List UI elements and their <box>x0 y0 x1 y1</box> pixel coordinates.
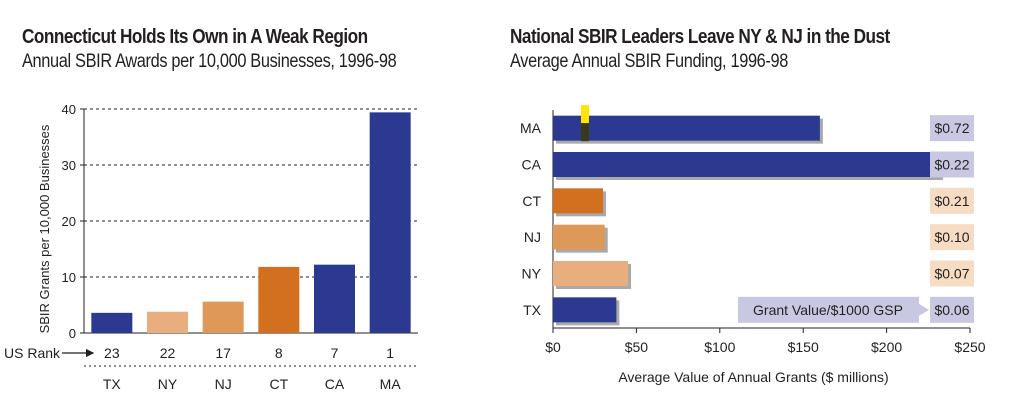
right-bar-ny <box>553 261 629 286</box>
left-bar-ma <box>369 112 411 333</box>
right-chart-title: National SBIR Leaders Leave NY & NJ in t… <box>510 26 890 48</box>
left-bar-ca <box>314 264 355 333</box>
left-bar-nj <box>202 301 244 333</box>
grant-value-box <box>930 296 974 323</box>
left-rank-label: 7 <box>331 345 339 361</box>
grant-value-callout-label: Grant Value/$1000 GSP <box>753 302 903 318</box>
right-bar-ca <box>553 152 940 177</box>
grant-value-label: $0.21 <box>934 193 969 209</box>
left-rank-label: 23 <box>104 345 120 361</box>
left-category-label: CT <box>269 376 288 392</box>
left-rank-label: 17 <box>215 345 231 361</box>
grant-value-label: $0.06 <box>934 302 969 318</box>
left-y-tick-label: 20 <box>62 214 76 229</box>
left-chart-subtitle: Annual SBIR Awards per 10,000 Businesses… <box>22 51 397 72</box>
right-category-label: CT <box>522 193 541 209</box>
left-category-label: TX <box>103 376 122 392</box>
right-x-tick-label: $200 <box>871 339 902 355</box>
left-rank-label: 22 <box>160 345 176 361</box>
grant-value-callout-pointer <box>919 303 929 316</box>
right-bar-ma <box>553 115 820 141</box>
left-bar-ny <box>147 311 188 333</box>
right-x-tick-label: $250 <box>954 339 985 355</box>
right-category-label: TX <box>523 302 542 318</box>
left-category-label: NJ <box>215 376 232 392</box>
left-y-tick-label: 30 <box>62 158 76 173</box>
left-bar-chart: 0 10 20 30 40 SBIR Grants per 10,000 Business… <box>4 102 418 392</box>
left-y-tick-label: 10 <box>62 270 76 285</box>
left-rank-label: 1 <box>386 345 394 361</box>
us-rank-label: US Rank <box>4 345 61 361</box>
right-x-tick-label: $100 <box>704 339 735 355</box>
left-rank-label: 8 <box>275 345 283 361</box>
right-bar-tx <box>553 297 617 323</box>
grant-value-box <box>930 115 974 142</box>
grant-value-box <box>930 224 974 251</box>
right-x-axis-label: Average Value of Annual Grants ($ millio… <box>618 369 888 385</box>
grant-value-box <box>930 260 974 287</box>
grant-value-label: $0.22 <box>934 157 969 173</box>
right-x-tick-label: $0 <box>545 339 561 355</box>
right-bar-chart: $0 $50 $100 $150 $200 $250 Average Value of An… <box>520 105 986 385</box>
right-bar-nj <box>553 224 605 250</box>
right-category-label: NJ <box>524 229 541 245</box>
left-bar-tx <box>91 312 133 333</box>
right-chart-subtitle: Average Annual SBIR Funding, 1996-98 <box>510 51 789 72</box>
right-x-tick-label: $50 <box>625 339 649 355</box>
left-y-tick-label: 0 <box>69 326 76 341</box>
left-chart-title: Connecticut Holds Its Own in A Weak Regi… <box>22 26 368 48</box>
grant-value-label: $0.72 <box>934 120 969 136</box>
grant-value-callout-box <box>738 296 919 323</box>
left-category-label: CA <box>325 376 345 392</box>
grant-value-label: $0.07 <box>934 266 969 282</box>
left-category-label: MA <box>380 376 402 392</box>
right-x-tick-label: $150 <box>788 339 819 355</box>
right-category-label: CA <box>522 157 542 173</box>
grant-value-box <box>930 151 974 178</box>
right-category-label: MA <box>520 120 542 136</box>
right-bar-ct <box>553 188 604 214</box>
grant-value-label: $0.10 <box>934 229 969 245</box>
left-y-axis-label: SBIR Grants per 10,000 Businesses <box>37 124 52 333</box>
left-bar-ct <box>258 266 300 333</box>
left-category-label: NY <box>158 376 178 392</box>
left-y-tick-label: 40 <box>62 102 76 117</box>
right-category-label: NY <box>522 266 542 282</box>
highlight-marker-bottom <box>581 123 589 142</box>
grant-value-box <box>930 187 974 214</box>
highlight-marker-top <box>581 105 589 124</box>
